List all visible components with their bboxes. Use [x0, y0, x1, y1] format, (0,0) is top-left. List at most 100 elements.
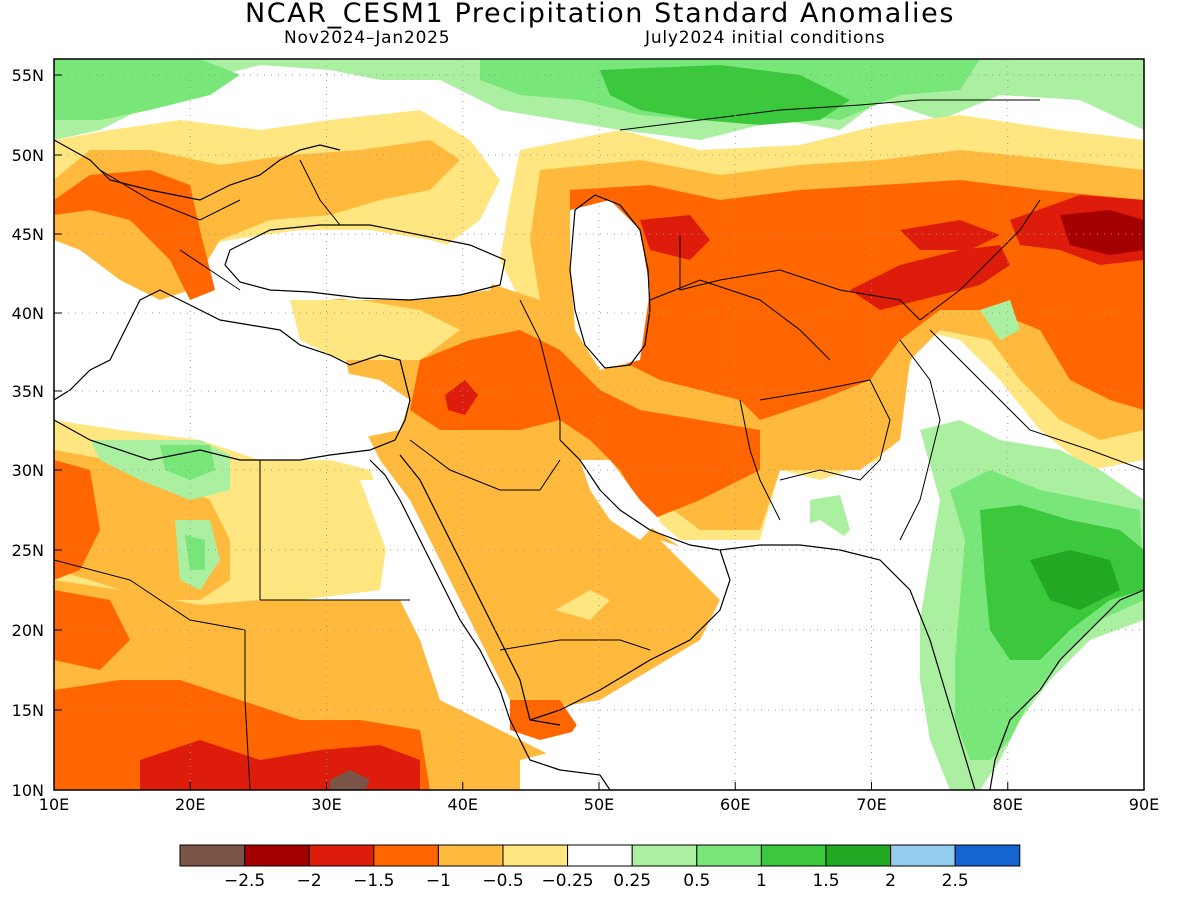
anomaly-region-nw-green [54, 59, 240, 120]
colorbar-label: −0.5 [482, 871, 523, 891]
colorbar-swatch [954, 844, 1021, 867]
border-iraq-saudi [409, 439, 561, 491]
gridlines [54, 59, 1144, 790]
lat-label-55n: 55N [12, 66, 44, 85]
anomaly-region-tianshan-red [850, 245, 1010, 310]
anomaly-region-balkhash-red [900, 220, 1000, 250]
anomaly-region-tibet-green [980, 300, 1020, 340]
map-plot-area [54, 59, 1144, 790]
borders [54, 99, 1144, 790]
lat-label-10n: 10N [12, 781, 44, 800]
border-pakistan-india [899, 339, 941, 541]
colorbar-label: 0.25 [613, 871, 651, 891]
border-europe-1 [99, 169, 241, 221]
border-kazakhstan-north [619, 99, 1040, 131]
border-china-kazakhstan [919, 199, 1041, 321]
colorbar-label: −1 [426, 871, 451, 891]
anomaly-region-somalia-white [520, 740, 640, 790]
colorbar-label: −2 [297, 871, 322, 891]
coastline-caspian [569, 194, 651, 369]
anomaly-region-chad-green-core [185, 535, 205, 570]
colorbar: −2.5 −2 −1.5 −1 −0.5 −0.25 0.25 0.5 1 1.5 2 2.5 [179, 844, 1021, 891]
axis-ticks [53, 74, 1145, 790]
border-iran-iraq [519, 299, 561, 440]
anomaly-region-blacksea-white [230, 230, 500, 300]
anomaly-region-med-white [54, 320, 410, 450]
lat-label-35n: 35N [12, 382, 44, 401]
anomaly-region-arabian-sea-white [560, 520, 900, 790]
colorbar-swatch [373, 844, 439, 867]
lat-label-50n: 50N [12, 146, 44, 165]
anomaly-region-india-dark-green [1030, 550, 1120, 610]
anomaly-region-libya-green-core [160, 445, 215, 480]
anomaly-region-syria-red [445, 380, 478, 415]
colorbar-label: 1.5 [812, 871, 839, 891]
border-afghanistan-pakistan [759, 379, 891, 481]
coastline-arabian-peninsula [529, 549, 731, 721]
coastlines [54, 139, 1144, 790]
colorbar-label: 0.5 [683, 871, 710, 891]
anomaly-region-kazakhstan-orange [570, 180, 1144, 420]
colorbar-label: −2.5 [224, 871, 265, 891]
border-europe-3 [299, 159, 341, 226]
latitude-labels: 10N 15N 20N 25N 30N 35N 40N 45N 50N 55N [12, 66, 44, 800]
lon-label-10e: 10E [39, 795, 69, 814]
border-saudi-yemen [499, 639, 651, 651]
lat-label-25n: 25N [12, 541, 44, 560]
lon-label-30e: 30E [311, 795, 341, 814]
colorbar-label: −0.25 [542, 871, 594, 891]
colorbar-swatch [179, 844, 246, 867]
anomaly-region-ethiopia-brown [330, 770, 370, 790]
lon-label-40e: 40E [448, 795, 478, 814]
lon-label-60e: 60E [720, 795, 750, 814]
colorbar-swatch [502, 844, 569, 867]
map-title: NCAR_CESM1 Precipitation Standard Anomal… [244, 0, 956, 29]
lon-label-20e: 20E [175, 795, 205, 814]
lat-label-40n: 40N [12, 304, 44, 323]
coastline-bay-of-bengal [989, 589, 1144, 790]
anomaly-region-algeria-orange [54, 460, 100, 580]
colorbar-swatch [890, 844, 956, 867]
colorbar-swatch [244, 844, 310, 867]
border-turkmenistan [649, 279, 831, 361]
coastline-red-sea-east [399, 454, 561, 726]
anomaly-region-iraq-iran-orange [410, 330, 760, 520]
border-kazakhstan-south [679, 235, 921, 321]
anomaly-region-levant-yellow [290, 300, 460, 360]
border-europe-2 [179, 249, 241, 291]
lon-label-80e: 80E [993, 795, 1023, 814]
anomaly-region-balkans-orange [54, 170, 215, 300]
colorbar-label: 2.5 [942, 871, 969, 891]
colorbar-labels: −2.5 −2 −1.5 −1 −0.5 −0.25 0.25 0.5 1 1.5 2 2.5 [224, 871, 969, 891]
forecast-period: Nov2024–Jan2025 [284, 28, 451, 48]
border-chad-sudan [244, 630, 251, 790]
coastline-black-sea [224, 224, 506, 301]
colorbar-swatch [631, 844, 698, 867]
colorbar-label: 2 [885, 871, 896, 891]
lat-label-30n: 30N [12, 461, 44, 480]
colorbar-swatch [760, 844, 827, 867]
longitude-labels: 10E 20E 30E 40E 50E 60E 70E 80E 90E [39, 795, 1159, 814]
lon-label-50e: 50E [584, 795, 614, 814]
border-china-india [929, 329, 1144, 471]
lat-label-20n: 20N [12, 621, 44, 640]
colorbar-swatch [308, 844, 375, 867]
colorbar-swatch [825, 844, 892, 867]
anomaly-region-redsea-white [360, 480, 500, 720]
anomaly-region-gulf-white [580, 460, 660, 540]
anomaly-region-caspian-white [570, 200, 650, 370]
colorbar-swatch [696, 844, 762, 867]
border-iran-afghanistan [739, 399, 781, 521]
colorbar-label: −1.5 [353, 871, 394, 891]
initial-conditions: July2024 initial conditions [645, 28, 886, 48]
coastline-north [54, 139, 341, 201]
lon-label-90e: 90E [1129, 795, 1159, 814]
coastline-persian-gulf [559, 439, 721, 551]
anomaly-region-arabia-yellow [555, 590, 610, 620]
lat-label-15n: 15N [12, 701, 44, 720]
anomaly-region-westafrica-orange [54, 590, 130, 670]
coastline-red-sea [369, 459, 511, 721]
colorbar-swatches [179, 844, 1021, 867]
lat-label-45n: 45N [12, 225, 44, 244]
colorbar-swatch [567, 844, 633, 867]
